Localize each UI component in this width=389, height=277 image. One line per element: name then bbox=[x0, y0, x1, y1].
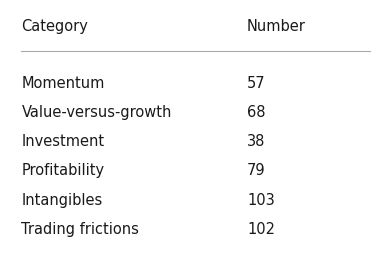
Text: Value-versus-growth: Value-versus-growth bbox=[21, 105, 172, 120]
Text: Investment: Investment bbox=[21, 134, 105, 149]
Text: Profitability: Profitability bbox=[21, 163, 105, 178]
Text: 103: 103 bbox=[247, 193, 275, 207]
Text: Category: Category bbox=[21, 19, 88, 34]
Text: Number: Number bbox=[247, 19, 306, 34]
Text: 79: 79 bbox=[247, 163, 266, 178]
Text: 57: 57 bbox=[247, 76, 266, 91]
Text: Momentum: Momentum bbox=[21, 76, 105, 91]
Text: 68: 68 bbox=[247, 105, 266, 120]
Text: Intangibles: Intangibles bbox=[21, 193, 103, 207]
Text: 102: 102 bbox=[247, 222, 275, 237]
Text: 38: 38 bbox=[247, 134, 265, 149]
Text: Trading frictions: Trading frictions bbox=[21, 222, 139, 237]
